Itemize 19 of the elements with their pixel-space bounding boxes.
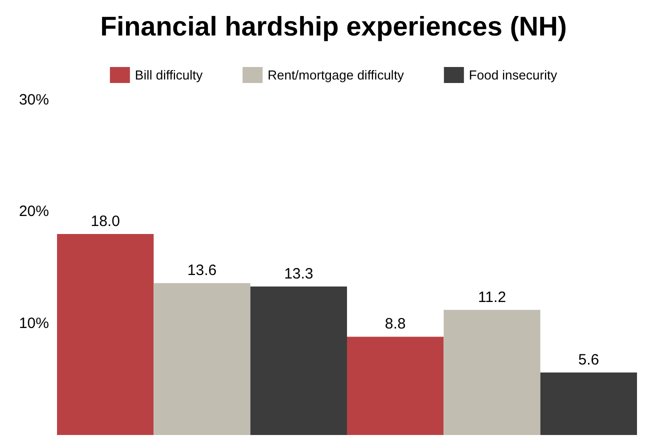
data-label: 13.3	[284, 265, 314, 282]
data-label: 13.6	[187, 262, 217, 280]
data-label: 5.6	[578, 351, 600, 368]
chart-title: Financial hardship experiences (NH)	[100, 12, 567, 42]
legend-label: Bill difficulty	[134, 68, 204, 82]
y-tick-label: 10%	[18, 314, 49, 332]
legend-label: Food insecurity	[468, 68, 558, 82]
bar	[154, 283, 250, 435]
bar	[347, 336, 444, 435]
bar	[444, 310, 540, 435]
bar	[250, 286, 347, 435]
bar	[57, 234, 154, 435]
data-label: 8.8	[384, 316, 406, 333]
y-tick-label: 20%	[18, 203, 49, 220]
data-label: 11.2	[478, 288, 506, 306]
legend-label: Rent/mortgage difficulty	[268, 68, 404, 82]
bar	[540, 372, 637, 435]
y-tick-label: 30%	[18, 92, 49, 108]
data-label: 18.0	[90, 213, 120, 230]
